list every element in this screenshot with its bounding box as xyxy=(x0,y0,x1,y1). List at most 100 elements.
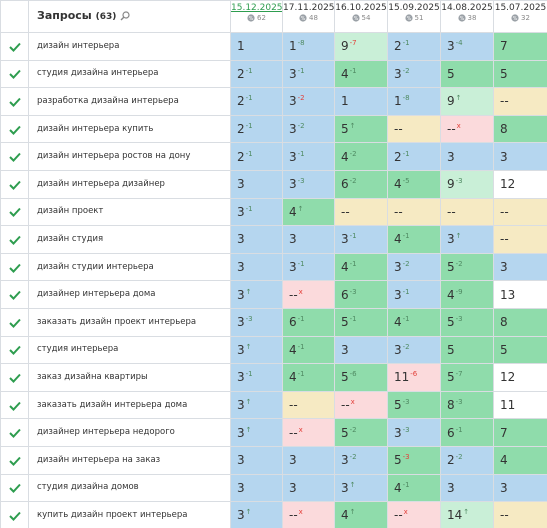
position-value: 5 xyxy=(447,66,455,81)
position-cell: 8 xyxy=(493,307,547,337)
row-check[interactable] xyxy=(0,307,29,337)
position-value: 8 xyxy=(500,315,508,330)
svg-text:%: % xyxy=(249,16,254,22)
check-icon[interactable] xyxy=(8,345,21,356)
position-value: 3 xyxy=(289,177,297,192)
position-cell: 5-6 xyxy=(334,363,388,392)
row-check[interactable] xyxy=(0,32,29,61)
check-icon[interactable] xyxy=(8,483,21,494)
row-check[interactable] xyxy=(0,418,29,447)
position-change: -7 xyxy=(455,370,463,379)
position-change: -2 xyxy=(349,177,357,186)
position-cell: 4-1 xyxy=(387,473,441,503)
position-change: -1 xyxy=(402,315,410,324)
position-cell: 2-1 xyxy=(230,142,283,171)
position-value: 3 xyxy=(341,453,349,468)
row-check[interactable] xyxy=(0,142,29,171)
position-cell: -- xyxy=(387,197,441,227)
position-cell: 4-1 xyxy=(387,307,441,337)
row-check[interactable] xyxy=(0,363,29,392)
position-value: 3 xyxy=(237,480,245,495)
check-icon[interactable] xyxy=(8,318,21,328)
check-icon[interactable] xyxy=(8,401,21,411)
svg-text:%: % xyxy=(406,16,411,22)
row-check[interactable] xyxy=(0,169,29,199)
position-value: -- xyxy=(394,122,403,137)
position-cell: 9-3 xyxy=(440,169,494,199)
date-label[interactable]: 15.12.2025 xyxy=(231,3,283,13)
row-check[interactable] xyxy=(0,501,29,528)
query-title: Запросы xyxy=(37,9,92,22)
position-cell: 3 xyxy=(493,473,547,503)
check-icon[interactable] xyxy=(8,456,21,466)
position-cell: 3-2 xyxy=(387,335,441,365)
date-count-badge: % 54 xyxy=(336,13,387,23)
check-icon[interactable] xyxy=(8,125,21,135)
check-icon[interactable] xyxy=(8,180,21,190)
query-text: дизайнер интерьера недорого xyxy=(28,418,231,447)
row-check[interactable] xyxy=(0,335,29,365)
position-value: 3 xyxy=(237,260,245,275)
row-check[interactable] xyxy=(0,252,29,282)
position-value: 4 xyxy=(447,287,455,302)
position-change: -1 xyxy=(402,232,410,241)
check-icon[interactable] xyxy=(8,290,21,301)
check-icon[interactable] xyxy=(8,69,21,80)
position-cell: 3-2 xyxy=(387,252,441,282)
position-cell: 5-2 xyxy=(440,252,494,282)
position-cell: 3-4 xyxy=(440,32,494,61)
check-icon[interactable] xyxy=(8,207,21,218)
badge-icon: % xyxy=(404,14,413,22)
position-value: 3 xyxy=(394,287,402,302)
row-check[interactable] xyxy=(0,280,29,309)
row-check[interactable] xyxy=(0,59,29,89)
row-check[interactable] xyxy=(0,445,29,475)
position-value: 3 xyxy=(289,260,297,275)
row-check[interactable] xyxy=(0,114,29,144)
query-count: (63) xyxy=(95,12,117,22)
position-value: -- xyxy=(341,398,350,413)
position-cell: 3↑ xyxy=(230,335,283,365)
position-value: 5 xyxy=(500,66,508,81)
position-change: -1 xyxy=(402,287,410,296)
check-icon[interactable] xyxy=(8,42,21,52)
row-check[interactable] xyxy=(0,87,29,116)
date-label[interactable]: 15.07.2025 xyxy=(494,3,547,13)
date-label[interactable]: 16.10.2025 xyxy=(335,3,387,13)
check-icon[interactable] xyxy=(8,511,21,521)
check-icon[interactable] xyxy=(8,152,21,163)
position-cell: 5 xyxy=(493,335,547,365)
position-value: 4 xyxy=(341,508,349,523)
query-row: дизайн интерьера ростов на дону 2-1 3-1 4-2… xyxy=(0,142,547,171)
query-row: дизайнер интерьера дома 3↑ --x 6-3 3-1 4-9 13 xyxy=(0,280,547,309)
position-value: -- xyxy=(341,204,350,219)
position-cell: 3 xyxy=(230,169,283,199)
check-icon[interactable] xyxy=(8,263,21,273)
check-icon[interactable] xyxy=(8,235,21,245)
check-icon[interactable] xyxy=(8,97,21,107)
search-icon[interactable] xyxy=(120,11,130,21)
position-change: -3 xyxy=(402,425,410,434)
check-icon[interactable] xyxy=(8,373,21,383)
row-check[interactable] xyxy=(0,390,29,420)
date-label[interactable]: 14.08.2025 xyxy=(441,3,493,13)
position-change: -1 xyxy=(297,315,305,324)
query-row: дизайн интерьера на заказ 3 3 3-2 5-3 2-2 4 xyxy=(0,445,547,475)
position-change: -8 xyxy=(402,94,410,103)
check-icon[interactable] xyxy=(8,428,21,439)
query-row: дизайн студия 3 3 3-1 4-1 3↑ -- xyxy=(0,225,547,254)
position-value: 5 xyxy=(341,315,349,330)
row-check[interactable] xyxy=(0,225,29,254)
position-value: -- xyxy=(289,425,298,440)
position-value: 4 xyxy=(289,342,297,357)
row-check[interactable] xyxy=(0,197,29,227)
row-check[interactable] xyxy=(0,473,29,503)
position-value: 3 xyxy=(237,508,245,523)
position-cell: 8 xyxy=(493,114,547,144)
date-label[interactable]: 17.11.2025 xyxy=(283,3,335,13)
position-cell: 1 xyxy=(230,32,283,61)
date-label[interactable]: 15.09.2025 xyxy=(388,3,440,13)
position-cell: 3 xyxy=(493,142,547,171)
position-value: -- xyxy=(500,508,509,523)
